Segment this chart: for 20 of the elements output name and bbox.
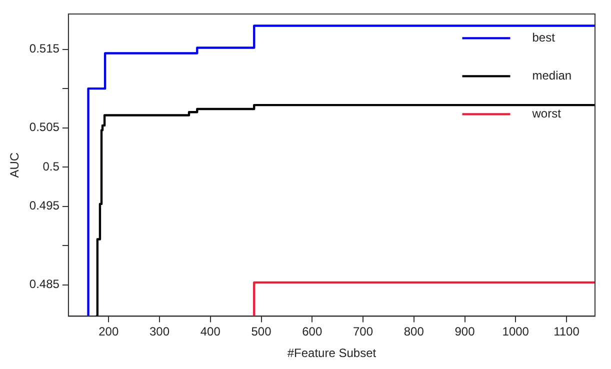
legend-label: best	[532, 30, 556, 44]
x-tick-label: 1100	[554, 324, 580, 339]
x-tick-label: 600	[302, 324, 322, 339]
x-axis-title: #Feature Subset	[287, 346, 377, 360]
x-tick-label: 700	[352, 324, 374, 339]
y-axis-title: AUC	[8, 152, 22, 178]
x-tick-label: 200	[98, 324, 119, 339]
y-tick-label: 0.515	[29, 42, 60, 56]
y-tick-label: 0.485	[29, 277, 60, 292]
x-tick-label: 1000	[502, 324, 530, 339]
x-tick-label: 300	[149, 324, 170, 339]
y-tick-label: 0.505	[29, 120, 60, 134]
x-tick-label: 400	[200, 324, 221, 339]
x-tick-label: 900	[454, 324, 476, 339]
x-tick-label: 800	[404, 324, 424, 339]
y-tick-label: 0.495	[29, 198, 60, 213]
legend-label: median	[532, 68, 572, 82]
legend-label: worst	[531, 106, 562, 120]
x-tick-label: 500	[251, 324, 272, 339]
y-tick-label: 0.5	[42, 159, 60, 174]
